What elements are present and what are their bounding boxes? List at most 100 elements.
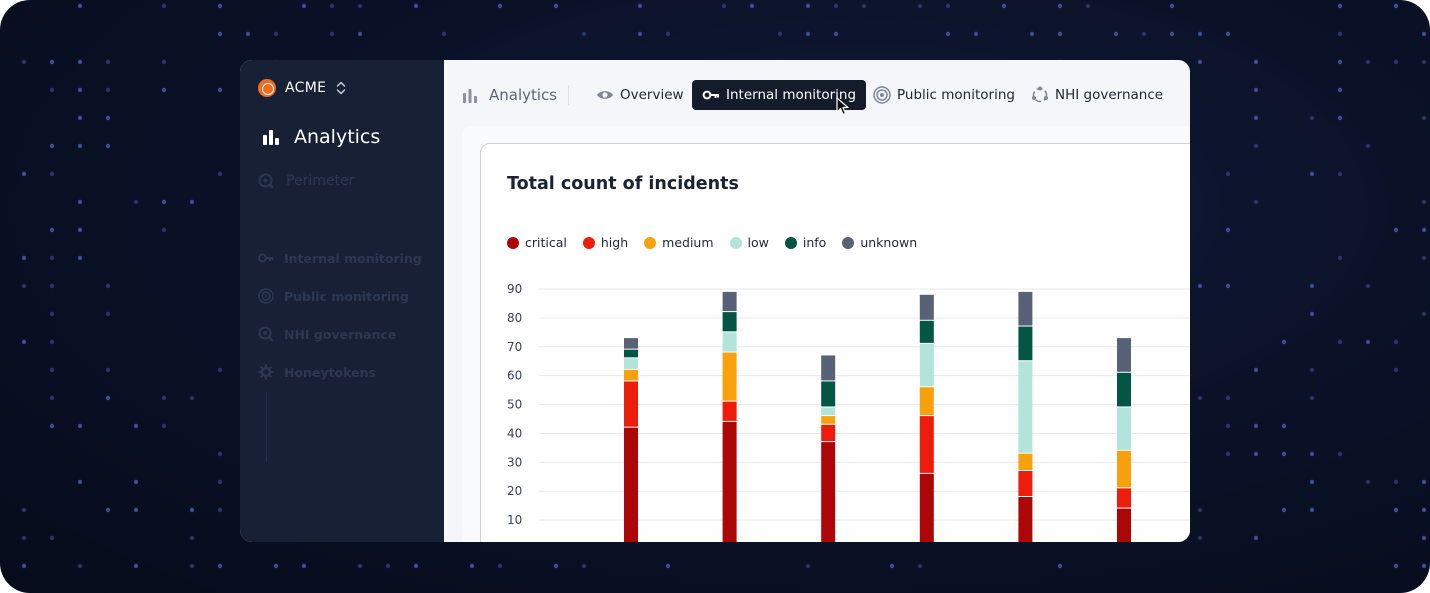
backdrop-dot <box>973 31 979 37</box>
bar-segment-unknown[interactable] <box>1117 338 1131 372</box>
legend-item-info[interactable]: info <box>784 235 826 250</box>
backdrop-dot <box>945 3 951 9</box>
backdrop-dot <box>1309 395 1315 401</box>
backdrop-dot <box>749 3 755 9</box>
perimeter-icon <box>258 173 274 189</box>
backdrop-dot <box>805 31 811 37</box>
sidebar-item-nhi-governance[interactable]: NHI governance <box>258 326 396 342</box>
bar-segment-medium[interactable] <box>624 369 638 381</box>
backdrop-dot <box>49 143 55 149</box>
backdrop-dot <box>945 31 951 37</box>
bar-segment-medium[interactable] <box>1117 450 1131 488</box>
backdrop-dot <box>1225 395 1231 401</box>
backdrop-dot <box>105 143 111 149</box>
bar-segment-unknown[interactable] <box>919 294 934 320</box>
tab-public-monitoring[interactable]: Public monitoring <box>863 80 1025 110</box>
backdrop-dot <box>1197 535 1203 541</box>
backdrop-dot <box>1421 311 1427 317</box>
bar-segment-critical[interactable] <box>919 473 934 542</box>
backdrop-dot <box>1393 479 1399 485</box>
bar-segment-info[interactable] <box>1018 326 1033 361</box>
backdrop-dot <box>917 563 923 569</box>
backdrop-dot <box>833 31 839 37</box>
sidebar-item-public-monitoring[interactable]: Public monitoring <box>258 288 409 304</box>
tab-label: NHI governance <box>1055 87 1164 103</box>
bar-segment-medium[interactable] <box>821 416 836 424</box>
bar-segment-low[interactable] <box>722 332 737 352</box>
y-tick-label: 50 <box>507 398 522 412</box>
backdrop-dot <box>1365 339 1371 345</box>
y-tick-label: 10 <box>507 513 522 527</box>
bar-segment-low[interactable] <box>919 343 934 387</box>
backdrop-dot <box>1253 59 1259 65</box>
bar-segment-critical[interactable] <box>1117 508 1131 542</box>
sidebar-item-label: Analytics <box>294 126 381 148</box>
bar-segment-medium[interactable] <box>722 352 737 401</box>
bar-segment-low[interactable] <box>624 358 638 369</box>
backdrop-dot <box>105 395 111 401</box>
tab-nhi-governance[interactable]: NHI governance <box>1021 80 1173 110</box>
backdrop-dot <box>1421 535 1427 541</box>
backdrop-dot <box>217 563 223 569</box>
backdrop-dot <box>21 283 27 289</box>
bar-segment-low[interactable] <box>821 407 836 416</box>
backdrop-dot <box>1281 507 1287 513</box>
legend-item-high[interactable]: high <box>582 235 628 250</box>
bar-segment-info[interactable] <box>919 320 934 343</box>
bar-segment-high[interactable] <box>624 381 638 427</box>
legend-item-unknown[interactable]: unknown <box>842 235 917 250</box>
bar-segment-info[interactable] <box>624 349 638 358</box>
bar-segment-unknown[interactable] <box>821 355 836 381</box>
sidebar-item-honeytokens[interactable]: Honeytokens <box>258 364 376 380</box>
bar-segment-low[interactable] <box>1117 407 1131 450</box>
backdrop-dot <box>1197 31 1203 37</box>
bar-segment-high[interactable] <box>821 424 836 442</box>
bar-segment-critical[interactable] <box>821 442 836 542</box>
legend-label: unknown <box>860 235 918 250</box>
bar-segment-unknown[interactable] <box>1018 291 1033 326</box>
bar-segment-unknown[interactable] <box>722 291 737 312</box>
backdrop-dot <box>1281 451 1287 457</box>
bar-segment-info[interactable] <box>722 312 737 332</box>
bar-segment-high[interactable] <box>1018 471 1033 496</box>
y-tick-label: 40 <box>507 426 522 440</box>
backdrop-dot <box>189 199 195 205</box>
tab-overview[interactable]: Overview <box>586 80 694 110</box>
backdrop-dot <box>49 283 55 289</box>
sidebar-item-internal-monitoring[interactable]: Internal monitoring <box>258 250 422 266</box>
backdrop-dot <box>1393 563 1399 569</box>
bar-segment-low[interactable] <box>1018 361 1033 453</box>
sidebar-item-analytics[interactable]: Analytics <box>262 126 380 148</box>
backdrop-dot <box>1309 451 1315 457</box>
bar-segment-info[interactable] <box>821 381 836 407</box>
bar-segment-medium[interactable] <box>1018 453 1033 470</box>
bar-segment-critical[interactable] <box>1018 497 1033 542</box>
legend-dot <box>842 236 855 249</box>
radar-icon <box>258 288 274 304</box>
backdrop-dot <box>49 535 55 541</box>
bar-segment-high[interactable] <box>1117 488 1131 508</box>
bar-segment-critical[interactable] <box>722 421 737 542</box>
bar-segment-unknown[interactable] <box>624 338 638 349</box>
legend-item-low[interactable]: low <box>729 235 769 250</box>
backdrop-dot <box>1169 3 1175 9</box>
bar-segment-high[interactable] <box>919 416 934 473</box>
legend-item-medium[interactable]: medium <box>644 235 714 250</box>
backdrop-dot <box>1029 31 1035 37</box>
backdrop-dot <box>189 507 195 513</box>
bar-segment-medium[interactable] <box>919 387 934 416</box>
sidebar-item-perimeter[interactable]: Perimeter <box>258 173 354 189</box>
backdrop-dot <box>917 3 923 9</box>
backdrop-dot <box>77 59 83 65</box>
bar-segment-high[interactable] <box>722 401 737 421</box>
backdrop-dot <box>889 563 895 569</box>
y-tick-label: 20 <box>507 484 522 498</box>
backdrop-dot <box>189 563 195 569</box>
bar-segment-info[interactable] <box>1117 372 1131 407</box>
bar-segment-critical[interactable] <box>624 427 638 542</box>
org-switcher[interactable]: ACME <box>258 78 346 98</box>
nhi-icon <box>258 326 274 342</box>
backdrop-dot <box>357 563 363 569</box>
sidebar: ACME Analytics Perimeter Internal monito… <box>240 60 444 542</box>
legend-item-critical[interactable]: critical <box>507 235 567 250</box>
